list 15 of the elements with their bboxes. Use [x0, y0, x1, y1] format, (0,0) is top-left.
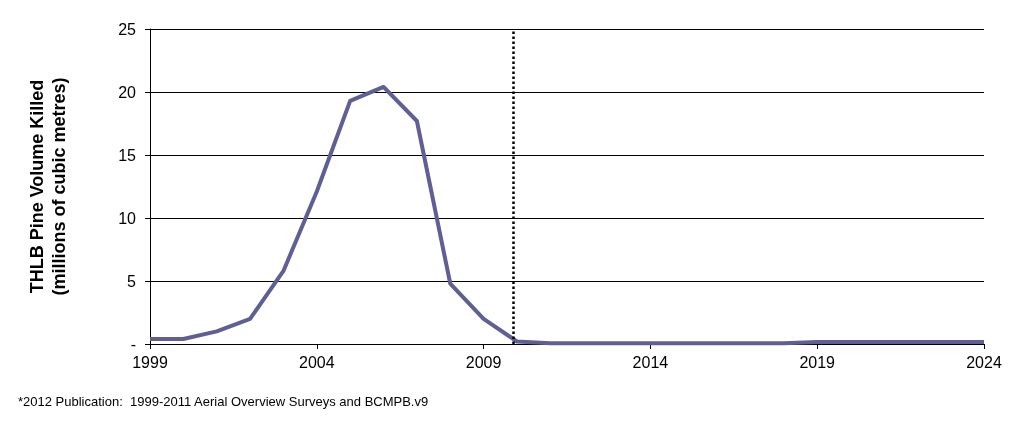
x-tick-label: 2019 [799, 353, 836, 371]
x-tick-label: 1999 [132, 353, 168, 371]
y-tick-label: - [130, 335, 136, 353]
y-tick-label: 25 [118, 20, 137, 38]
x-tick-label: 2009 [465, 353, 502, 371]
line-series [148, 84, 986, 346]
x-tick-label: 2004 [299, 353, 335, 371]
y-axis-title: THLB Pine Volume Killed (millions of cubic metres) [27, 77, 69, 296]
x-tick-label: 2014 [632, 353, 669, 371]
y-tick-label: 20 [118, 83, 137, 101]
y-tick-label: 15 [118, 146, 137, 164]
y-tick-label: 10 [118, 209, 137, 227]
text: *2012 Publication: 1999-2011 Aerial Overview Surveys and BCMPB.v9 [18, 394, 429, 409]
x-tick-label: 2024 [966, 353, 1002, 371]
y-tick-label: 5 [127, 272, 137, 290]
